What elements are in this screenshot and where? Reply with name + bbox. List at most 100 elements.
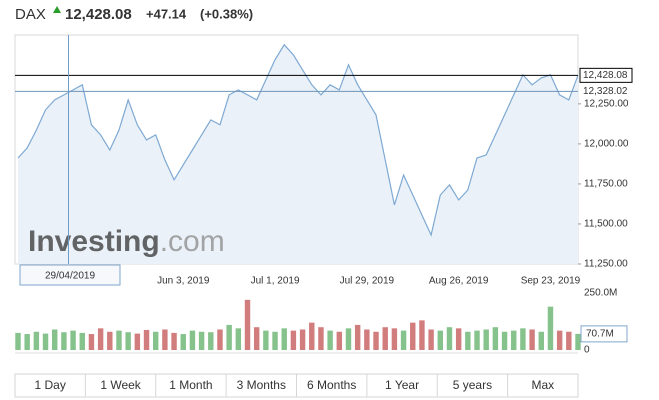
y-tick-label: 12,000.00 [584,139,629,150]
volume-bar [125,332,131,350]
volume-bar [520,328,526,350]
up-arrow [53,6,61,13]
price-label-box [580,84,632,99]
volume-bar [556,330,563,350]
volume-bar [189,330,196,350]
volume-bar [538,331,544,350]
volume-bar [88,334,95,350]
volume-bar [263,330,269,350]
price-area [18,44,578,264]
volume-bar [318,327,324,350]
volume-bar [336,331,343,350]
volume-bar [198,331,205,350]
volume-bar [327,330,333,350]
volume-bar [244,299,251,350]
crosshair-label: 29/04/2019 [45,271,95,282]
volume-bar [290,330,297,350]
volume-bar [235,328,242,350]
volume-bar [226,324,232,350]
volume-bar [529,329,535,350]
volume-bar [107,331,113,350]
tab-label: 5 years [453,378,492,392]
volume-bar [474,330,480,350]
volume-bar [566,331,572,350]
volume-bar [465,331,471,350]
volume-bar [33,331,40,350]
volume-bar [373,331,379,350]
range-tab[interactable]: 3 Months [225,374,286,397]
watermark: Investing.com [28,225,225,258]
volume-bar [575,333,581,350]
volume-bar [428,329,434,350]
volume-bar [547,306,554,350]
price-label: 12,428.08 [583,70,628,81]
price-line [17,43,579,237]
tab-label: 1 Week [100,378,141,392]
y-tick-label: 11,500.00 [584,219,628,230]
tab-label: 3 Months [237,378,286,392]
volume-bar [116,330,122,350]
range-tab[interactable]: 1 Year [366,374,419,397]
volume-bar [364,329,370,350]
volume-bar [492,327,499,350]
index-name: DAX [15,6,46,23]
x-tick-label: Aug 26, 2019 [429,276,489,287]
volume-bar [24,334,30,350]
tab-label: 6 Months [307,378,356,392]
y-tick-label: 11,250.00 [584,259,628,270]
volume-bar [309,322,315,350]
volume-bar [410,322,416,350]
change: +47.14 [146,6,187,21]
volume-bar [15,332,21,350]
volume-bar [281,328,287,350]
volume-bar [180,334,186,350]
volume-bar [501,331,508,350]
volume-bar [42,333,49,350]
volume-bar [208,332,214,350]
volume-bar [455,328,462,350]
volume-tick-label: 0 [584,345,590,356]
x-tick-label: Jun 3, 2019 [157,276,210,287]
volume-bar [152,331,159,350]
volume-last-label: 70.7M [586,329,614,340]
range-tab[interactable]: 1 Month [155,374,213,397]
volume-bar [437,330,444,350]
volume-bar [52,329,58,350]
x-tick-label: Sep 23, 2019 [521,276,581,287]
crosshair-box [19,264,121,286]
volume-label-box [580,325,628,343]
volume-bar [382,327,388,350]
volume-bar [419,320,425,350]
volume-bar [97,328,104,350]
x-tick-label: Jul 29, 2019 [340,276,395,287]
range-tab[interactable]: 5 years [436,374,492,397]
volume-bar [253,327,260,350]
volume-bar [354,324,361,350]
volume-bar [134,333,141,350]
volume-bar [446,327,453,350]
range-tab[interactable]: 1 Day [35,378,66,392]
volume-bar [171,332,177,350]
volume-bar [217,329,223,350]
volume-bar [483,329,489,350]
volume-bar [391,328,398,350]
tab-label: Max [531,378,554,392]
last-price: 12,428.08 [65,6,132,23]
volume-bar [70,330,76,350]
x-tick-label: Jul 1, 2019 [251,276,300,287]
range-tab[interactable]: Max [507,374,555,397]
volume-bar [61,332,67,350]
tab-label: 1 Day [35,378,66,392]
volume-bar [345,328,352,350]
volume-bar [272,331,278,350]
volume-bar [400,330,407,350]
change-pct: (+0.38%) [200,6,253,21]
range-tab[interactable]: 1 Week [84,374,142,397]
tab-label: 1 Year [385,378,419,392]
tab-label: 1 Month [169,378,212,392]
volume-bar [511,330,517,350]
y-tick-label: 11,750.00 [584,179,628,190]
range-tab[interactable]: 6 Months [296,374,357,397]
volume-bar [79,332,85,350]
